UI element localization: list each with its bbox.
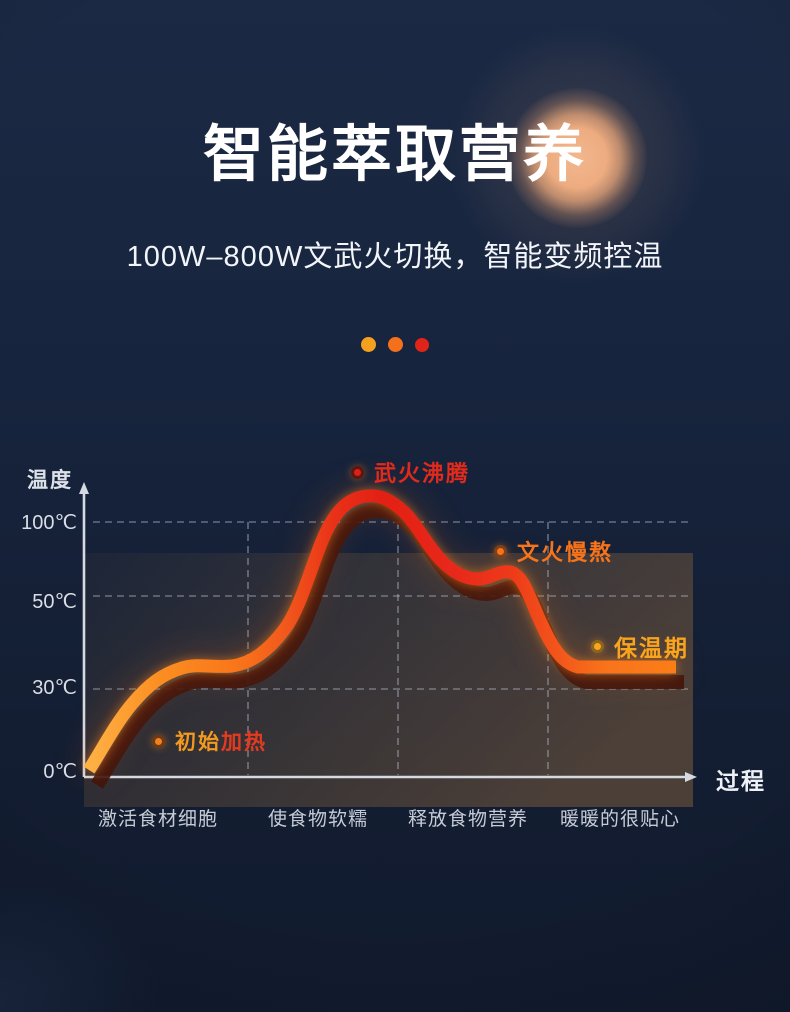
x-category-warm-care: 暖暖的很贴心: [559, 809, 681, 830]
divider-dot-red-icon: [415, 337, 429, 352]
x-category-soften-food: 使食物软糯: [267, 809, 369, 830]
phase-label-low-heat-simmer: 文火慢熬: [494, 535, 613, 567]
phase-dot-icon: [351, 465, 364, 479]
phase-label-high-heat-boil: 武火沸腾: [351, 456, 470, 488]
y-tick-30c: 30℃: [32, 677, 77, 699]
x-category-release-nutrients: 释放食物营养: [407, 809, 529, 830]
divider-dots: [0, 337, 790, 352]
divider-dot-orange-icon: [361, 337, 376, 352]
phase-label-text: 保温期: [614, 635, 689, 661]
y-axis-title: 温度: [27, 469, 73, 492]
phase-dot-icon: [494, 544, 507, 558]
x-axis-title: 过程: [716, 768, 766, 794]
phase-label-initial-heating: 初始加热: [152, 726, 267, 756]
phase-dot-icon: [152, 734, 165, 748]
y-tick-0c: 0℃: [43, 761, 77, 783]
phase-label-text: 初始加热: [175, 726, 267, 756]
y-tick-100c: 100℃: [21, 512, 77, 534]
divider-dot-deep-orange-icon: [388, 337, 403, 352]
y-axis-arrow-icon: [79, 482, 89, 494]
phase-dot-icon: [591, 639, 604, 653]
page-title: 智能萃取营养: [202, 120, 587, 188]
x-axis-arrow-icon: [685, 772, 697, 782]
phase-label-text: 武火沸腾: [374, 461, 471, 486]
page-subtitle: 100W–800W文武火切换，智能变频控温: [126, 241, 664, 273]
moon-glow: [507, 88, 647, 228]
temperature-curve: [83, 489, 676, 774]
axes: [79, 482, 697, 782]
x-category-activate-cells: 激活食材细胞: [97, 809, 219, 830]
phase-label-text-part1: 初始: [175, 731, 221, 754]
phase-label-text: 文火慢熬: [517, 540, 614, 565]
phase-label-keep-warm: 保温期: [591, 629, 689, 663]
phase-label-text-part2: 加热: [221, 731, 267, 754]
y-tick-50c: 50℃: [32, 591, 77, 613]
